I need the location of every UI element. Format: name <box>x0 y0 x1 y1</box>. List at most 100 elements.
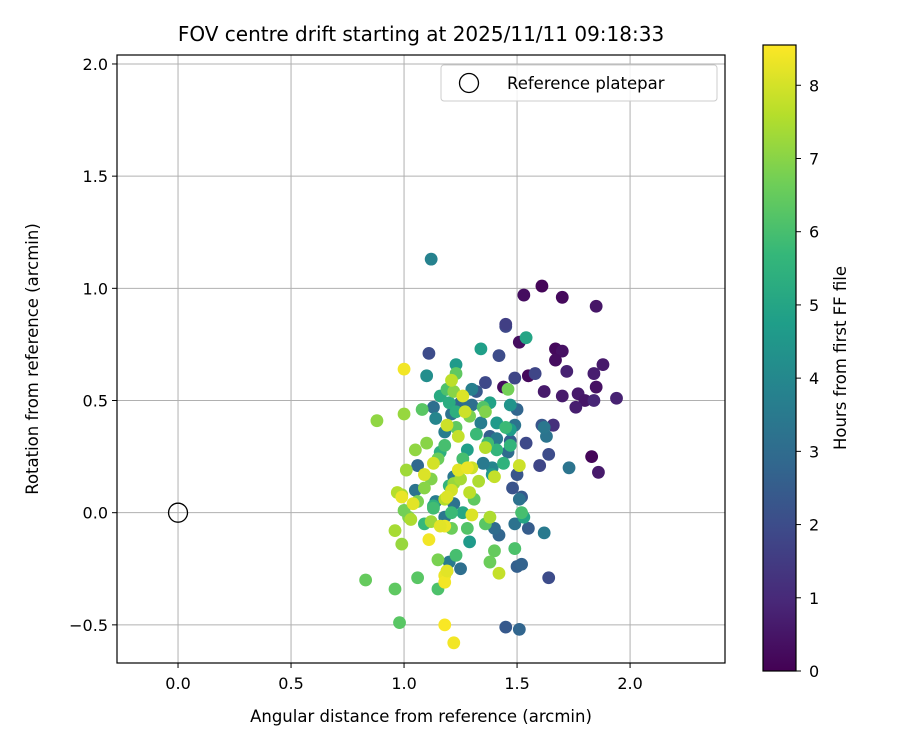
data-point <box>440 418 454 432</box>
reference-marker-group <box>167 502 189 523</box>
data-point <box>542 447 556 461</box>
data-point <box>438 618 452 632</box>
colorbar-tick-label: 5 <box>809 296 819 315</box>
colorbar-tick-label: 8 <box>809 76 819 95</box>
y-tick-label: 2.0 <box>83 55 108 74</box>
y-tick-label: 0.0 <box>83 504 108 523</box>
data-point <box>397 362 411 376</box>
data-point <box>488 470 501 484</box>
colorbar-tick-label: 3 <box>809 442 819 461</box>
x-axis-label: Angular distance from reference (arcmin) <box>250 707 592 726</box>
colorbar-tick-label: 1 <box>809 589 819 608</box>
y-tick-label: −0.5 <box>69 616 108 635</box>
data-point <box>427 456 440 470</box>
data-point <box>519 436 533 450</box>
data-point <box>454 562 467 576</box>
data-point <box>445 373 458 387</box>
data-point <box>420 369 434 383</box>
colorbar-tick-label: 7 <box>809 149 819 168</box>
data-point <box>440 490 454 504</box>
x-tick-label: 1.5 <box>504 674 529 693</box>
data-point <box>512 622 526 636</box>
data-point <box>449 405 463 419</box>
data-point <box>483 510 497 524</box>
data-point <box>415 403 429 416</box>
data-point <box>388 524 402 538</box>
reference-marker <box>167 502 189 523</box>
data-point <box>370 414 384 428</box>
data-point <box>458 405 472 419</box>
data-point <box>447 636 461 650</box>
data-point <box>537 421 551 434</box>
data-point <box>460 521 474 535</box>
data-point <box>528 367 542 380</box>
data-point <box>555 389 569 403</box>
data-point <box>517 288 531 302</box>
data-point <box>474 342 488 356</box>
data-point <box>474 416 488 430</box>
data-point <box>515 506 528 520</box>
data-point <box>560 364 574 378</box>
data-point <box>508 542 522 555</box>
data-point <box>587 367 601 380</box>
data-point <box>395 537 409 551</box>
data-point <box>562 461 576 475</box>
colorbar-gradient <box>762 44 797 672</box>
x-tick-label: 2.0 <box>617 674 642 693</box>
data-point <box>549 353 562 367</box>
y-tick-label: 1.0 <box>83 279 108 298</box>
colorbar-ticks: 0 1 2 3 4 5 6 7 8 <box>796 76 819 681</box>
data-point <box>417 468 431 481</box>
data-point <box>512 492 526 506</box>
data-point <box>483 555 497 569</box>
data-point <box>499 421 513 434</box>
data-point <box>503 438 517 452</box>
data-point <box>587 394 601 407</box>
data-point <box>397 407 411 421</box>
data-point <box>535 279 549 293</box>
data-point <box>490 443 504 457</box>
legend-marker <box>458 72 480 94</box>
data-point <box>449 548 463 562</box>
data-point <box>411 571 425 585</box>
data-point <box>585 450 599 463</box>
data-point <box>555 290 569 304</box>
data-point <box>501 382 515 396</box>
data-point <box>537 385 551 398</box>
data-point <box>499 620 513 634</box>
data-point <box>537 526 551 540</box>
data-point <box>519 331 533 345</box>
data-point <box>429 412 443 425</box>
data-point <box>460 461 474 475</box>
data-point <box>476 456 490 470</box>
chart-title: FOV centre drift starting at 2025/11/11 … <box>178 22 664 46</box>
data-point <box>472 474 486 488</box>
data-point <box>610 391 623 405</box>
data-point <box>463 486 476 499</box>
data-points <box>359 252 623 650</box>
data-point <box>479 405 492 419</box>
data-point <box>420 436 434 450</box>
data-point <box>393 616 406 630</box>
data-point <box>469 427 483 441</box>
data-point <box>506 481 519 495</box>
data-point <box>508 517 522 531</box>
data-point <box>465 508 479 522</box>
data-point <box>438 575 452 589</box>
data-point <box>422 533 436 547</box>
plot-frame <box>116 54 726 664</box>
y-tick-label: 0.5 <box>83 392 108 411</box>
data-point <box>578 394 592 407</box>
data-point <box>388 582 402 596</box>
grid <box>117 55 725 663</box>
data-point <box>451 430 465 443</box>
data-point <box>592 465 605 479</box>
data-point <box>449 358 463 372</box>
data-point <box>463 535 476 549</box>
data-point <box>427 501 440 515</box>
data-point <box>515 557 528 571</box>
colorbar: 0 1 2 3 4 5 6 7 8 Hours from first FF file <box>762 44 850 681</box>
y-tick-label: 1.5 <box>83 167 108 186</box>
data-point <box>395 490 409 504</box>
